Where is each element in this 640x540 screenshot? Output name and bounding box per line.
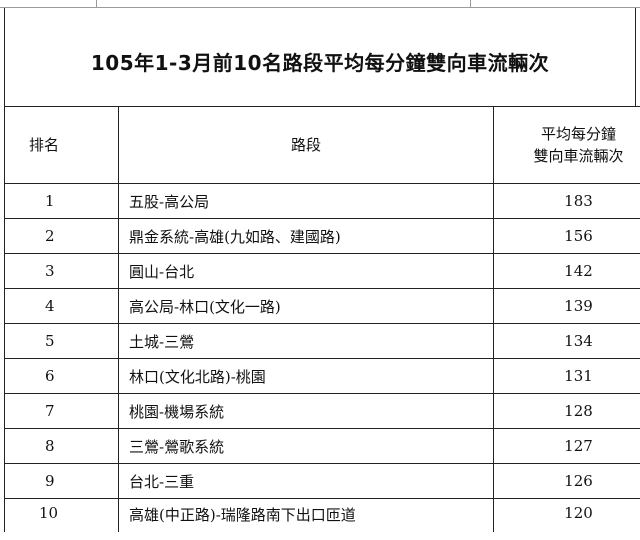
road-cell: 高公局-林口(文化一路) [118,288,494,324]
header-value: 平均每分鐘 雙向車流輛次 [493,106,640,184]
value-cell: 127 [493,428,640,464]
road-cell: 五股-高公局 [118,183,494,219]
title-box: 105年1-3月前10名路段平均每分鐘雙向車流輛次 [4,8,636,106]
value-cell: 156 [493,218,640,254]
rank-cell: 10 [4,498,119,532]
table-row: 4 高公局-林口(文化一路) 139 [4,288,640,324]
road-cell: 台北-三重 [118,463,494,499]
road-cell: 圓山-台北 [118,253,494,289]
table-row: 1 五股-高公局 183 [4,183,640,219]
guide-tick [470,0,471,8]
road-cell: 林口(文化北路)-桃園 [118,358,494,394]
header-rank: 排名 [4,106,119,184]
table-row: 7 桃園-機場系統 128 [4,393,640,429]
value-cell: 131 [493,358,640,394]
table-row: 6 林口(文化北路)-桃園 131 [4,358,640,394]
table-row: 3 圓山-台北 142 [4,253,640,289]
value-cell: 120 [493,498,640,532]
rank-cell: 1 [4,183,119,219]
road-cell: 土城-三鶯 [118,323,494,359]
rank-cell: 5 [4,323,119,359]
table-row: 5 土城-三鶯 134 [4,323,640,359]
value-cell: 142 [493,253,640,289]
header-value-line1: 平均每分鐘 [540,125,616,143]
road-cell: 高雄(中正路)-瑞隆路南下出口匝道 [118,498,494,532]
guide-tick [96,0,97,8]
table-row: 10 高雄(中正路)-瑞隆路南下出口匝道 120 [4,498,640,532]
value-cell: 134 [493,323,640,359]
table-row: 8 三鶯-鶯歌系統 127 [4,428,640,464]
rank-cell: 6 [4,358,119,394]
value-cell: 126 [493,463,640,499]
table-row: 9 台北-三重 126 [4,463,640,499]
header-row: 排名 路段 平均每分鐘 雙向車流輛次 [4,106,640,184]
rank-cell: 4 [4,288,119,324]
value-cell: 183 [493,183,640,219]
rank-cell: 3 [4,253,119,289]
table-title: 105年1-3月前10名路段平均每分鐘雙向車流輛次 [90,50,550,75]
road-cell: 三鶯-鶯歌系統 [118,428,494,464]
value-cell: 128 [493,393,640,429]
ranking-table: 排名 路段 平均每分鐘 雙向車流輛次 1 五股-高公局 183 2 鼎金系統-高… [4,106,640,532]
table-row: 2 鼎金系統-高雄(九如路、建國路) 156 [4,218,640,254]
header-road: 路段 [118,106,494,184]
header-value-line2: 雙向車流輛次 [533,147,624,165]
road-cell: 桃園-機場系統 [118,393,494,429]
rank-cell: 7 [4,393,119,429]
value-cell: 139 [493,288,640,324]
road-cell: 鼎金系統-高雄(九如路、建國路) [118,218,494,254]
rank-cell: 2 [4,218,119,254]
rank-cell: 8 [4,428,119,464]
rank-cell: 9 [4,463,119,499]
sheet-top-border [0,7,640,8]
